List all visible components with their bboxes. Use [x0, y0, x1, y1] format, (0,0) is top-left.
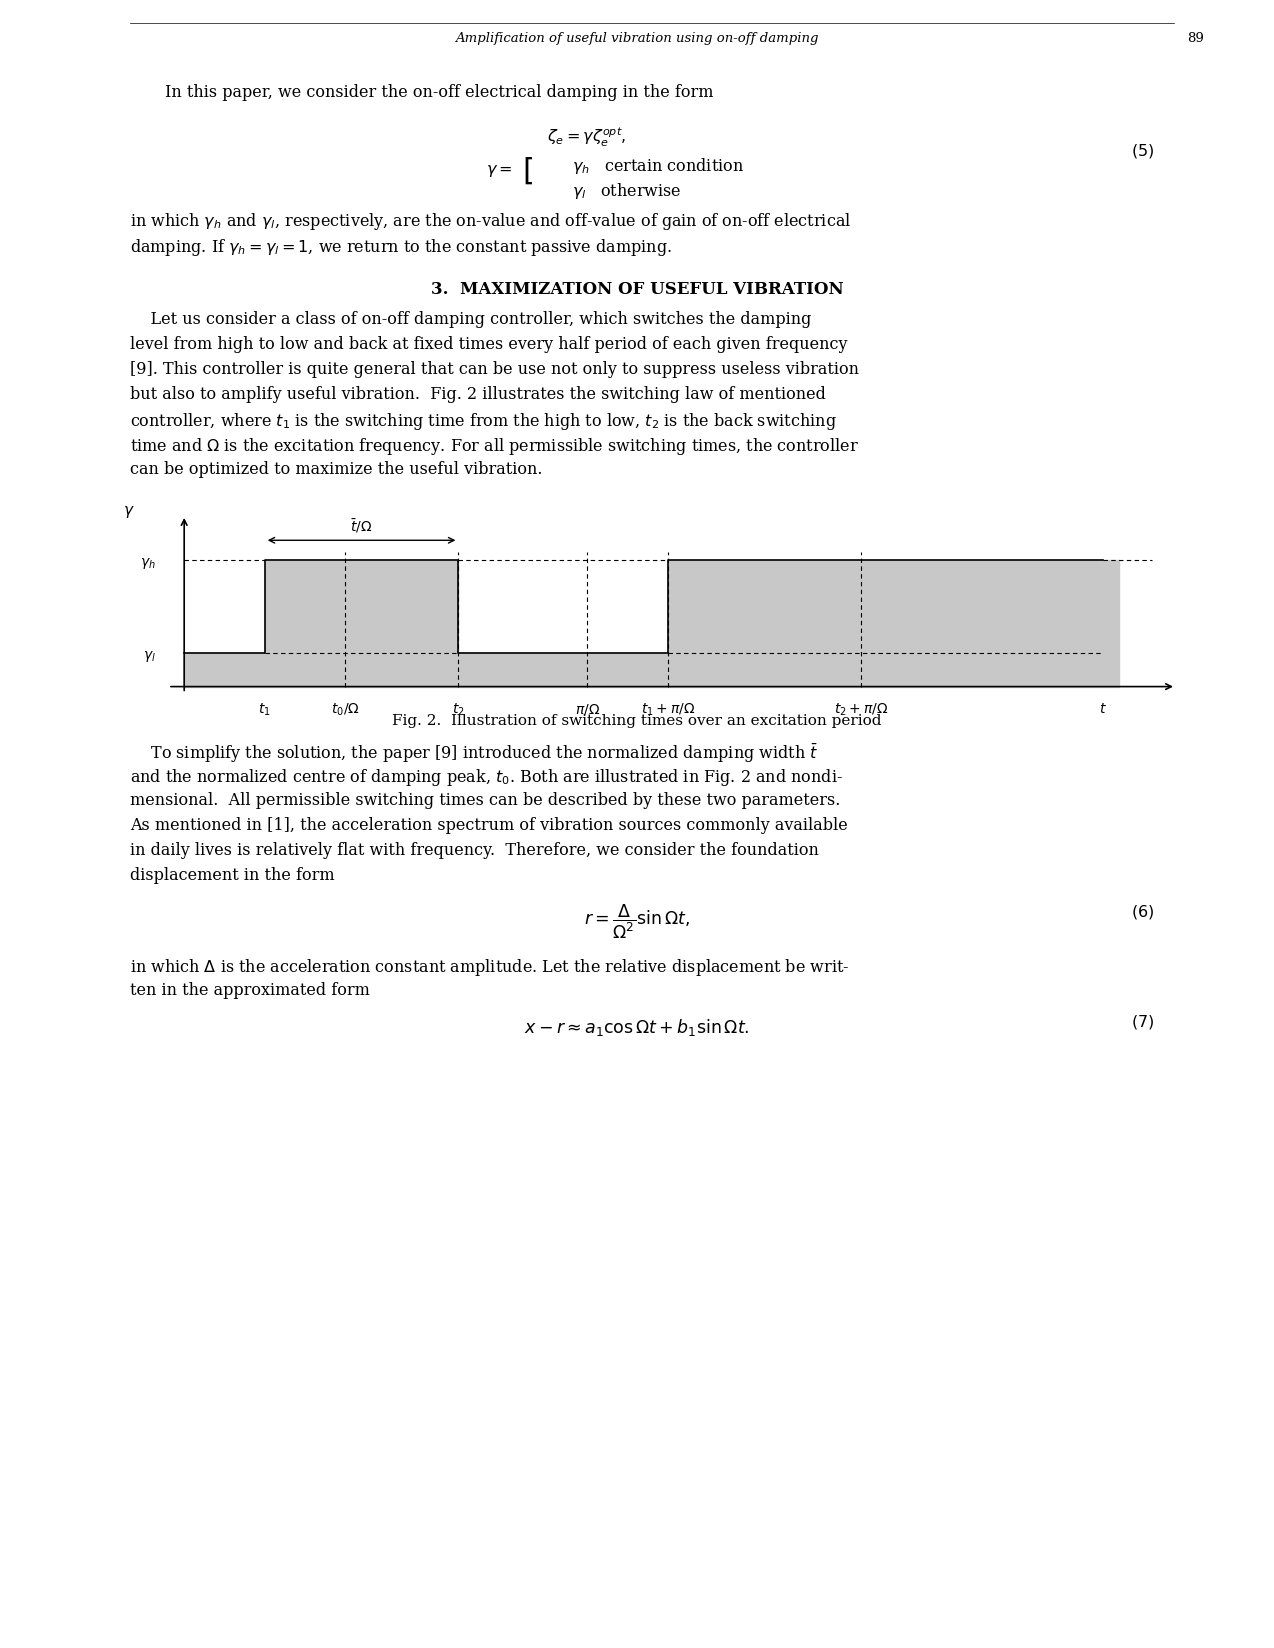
Text: Amplification of useful vibration using on-off damping: Amplification of useful vibration using … [455, 33, 819, 46]
Text: in daily lives is relatively flat with frequency.  Therefore, we consider the fo: in daily lives is relatively flat with f… [130, 842, 819, 859]
Text: [9]. This controller is quite general that can be use not only to suppress usele: [9]. This controller is quite general th… [130, 361, 859, 377]
Text: $x - r \approx a_1 \cos\Omega t + b_1 \sin\Omega t.$: $x - r \approx a_1 \cos\Omega t + b_1 \s… [524, 1017, 750, 1037]
Text: $\bar{t}/\Omega$: $\bar{t}/\Omega$ [350, 516, 373, 534]
Text: 3.  MAXIMIZATION OF USEFUL VIBRATION: 3. MAXIMIZATION OF USEFUL VIBRATION [431, 280, 843, 298]
Text: level from high to low and back at fixed times every half period of each given f: level from high to low and back at fixed… [130, 336, 847, 353]
Text: $\gamma = $: $\gamma = $ [485, 163, 512, 180]
Text: $(6)$: $(6)$ [1131, 903, 1154, 921]
Text: $(7)$: $(7)$ [1131, 1012, 1154, 1030]
Text: $r = \dfrac{\Delta}{\Omega^2} \sin\Omega t,$: $r = \dfrac{\Delta}{\Omega^2} \sin\Omega… [583, 901, 691, 939]
Text: in which $\Delta$ is the acceleration constant amplitude. Let the relative displ: in which $\Delta$ is the acceleration co… [130, 956, 850, 977]
Text: ten in the approximated form: ten in the approximated form [130, 982, 369, 999]
Text: time and $\Omega$ is the excitation frequency. For all permissible switching tim: time and $\Omega$ is the excitation freq… [130, 435, 859, 456]
Text: 89: 89 [1187, 33, 1204, 46]
Text: can be optimized to maximize the useful vibration.: can be optimized to maximize the useful … [130, 461, 543, 478]
Text: mensional.  All permissible switching times can be described by these two parame: mensional. All permissible switching tim… [130, 791, 841, 809]
Text: Fig. 2.  Illustration of switching times over an excitation period: Fig. 2. Illustration of switching times … [392, 714, 882, 727]
Text: damping. If $\gamma_h = \gamma_l = 1$, we return to the constant passive damping: damping. If $\gamma_h = \gamma_l = 1$, w… [130, 237, 671, 257]
Text: Let us consider a class of on-off damping controller, which switches the damping: Let us consider a class of on-off dampin… [130, 311, 812, 328]
Text: $\gamma_h$   certain condition: $\gamma_h$ certain condition [572, 157, 744, 176]
Text: $\gamma_l$   otherwise: $\gamma_l$ otherwise [572, 181, 682, 201]
Text: displacement in the form: displacement in the form [130, 867, 335, 883]
Text: controller, where $t_1$ is the switching time from the high to low, $t_2$ is the: controller, where $t_1$ is the switching… [130, 410, 837, 432]
Text: and the normalized centre of damping peak, $t_0$. Both are illustrated in Fig. 2: and the normalized centre of damping pea… [130, 766, 843, 788]
Text: $\left[\right.$: $\left[\right.$ [521, 155, 533, 186]
Text: To simplify the solution, the paper [9] introduced the normalized damping width : To simplify the solution, the paper [9] … [130, 742, 818, 765]
Text: in which $\gamma_h$ and $\gamma_l$, respectively, are the on-value and off-value: in which $\gamma_h$ and $\gamma_l$, resp… [130, 211, 851, 232]
Text: In this paper, we consider the on-off electrical damping in the form: In this paper, we consider the on-off el… [166, 84, 713, 101]
Text: $(5)$: $(5)$ [1131, 142, 1154, 160]
Text: As mentioned in [1], the acceleration spectrum of vibration sources commonly ava: As mentioned in [1], the acceleration sp… [130, 816, 847, 834]
Y-axis label: $\gamma$: $\gamma$ [124, 504, 135, 519]
Text: $\zeta_e = \gamma\zeta_e^{opt},$: $\zeta_e = \gamma\zeta_e^{opt},$ [548, 125, 627, 148]
Text: but also to amplify useful vibration.  Fig. 2 illustrates the switching law of m: but also to amplify useful vibration. Fi… [130, 386, 826, 402]
